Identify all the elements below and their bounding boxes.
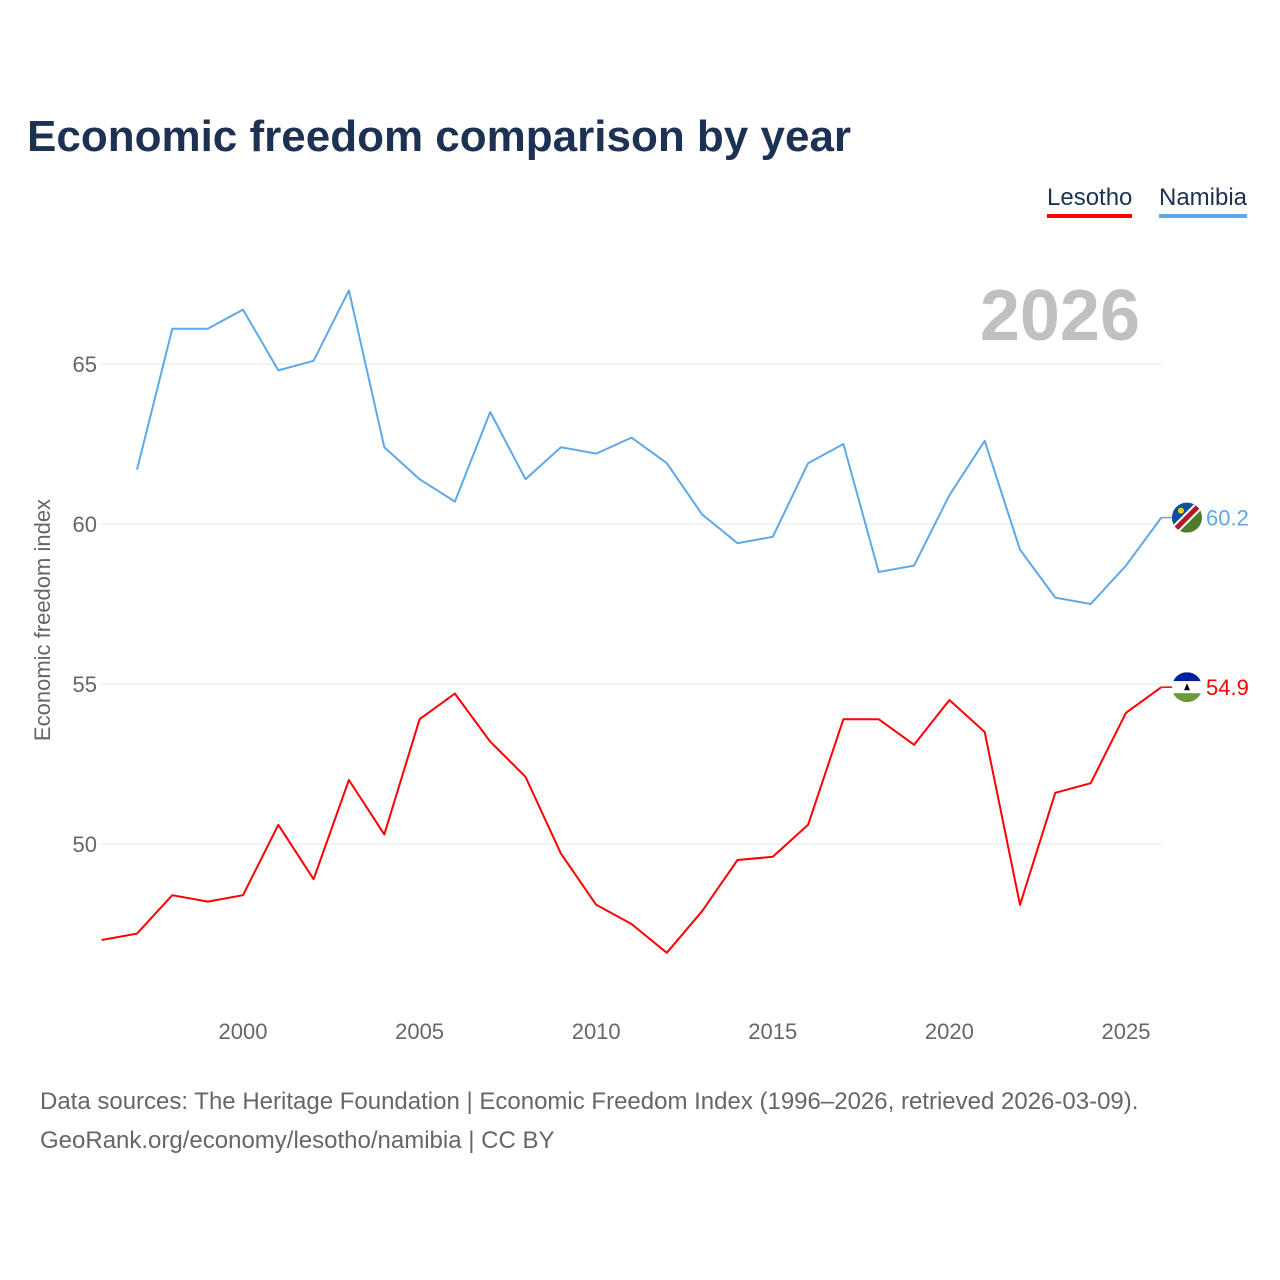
data-source-note: Data sources: The Heritage Foundation | … xyxy=(40,1088,1139,1115)
x-tick-label: 2010 xyxy=(572,1019,621,1044)
series-line-namibia xyxy=(136,289,1163,605)
y-tick-label: 65 xyxy=(73,352,97,377)
y-tick-label: 50 xyxy=(73,832,97,857)
end-value-label-lesotho: 54.9 xyxy=(1206,675,1249,700)
namibia-flag-icon xyxy=(1172,502,1202,533)
y-tick-label: 55 xyxy=(73,672,97,697)
y-tick-label: 60 xyxy=(73,512,97,537)
year-watermark: 2026 xyxy=(980,276,1140,356)
chart-title: Economic freedom comparison by year xyxy=(27,112,852,161)
x-tick-label: 2020 xyxy=(925,1019,974,1044)
legend-namibia[interactable]: Namibia xyxy=(1159,184,1248,218)
x-tick-label: 2000 xyxy=(219,1019,268,1044)
source-link[interactable]: GeoRank.org/economy/lesotho/namibia | CC… xyxy=(40,1127,555,1154)
x-tick-label: 2015 xyxy=(748,1019,797,1044)
series-line-lesotho xyxy=(101,686,1162,954)
legend-lesotho[interactable]: Lesotho xyxy=(1047,184,1133,218)
x-tick-label: 2005 xyxy=(395,1019,444,1044)
x-tick-label: 2025 xyxy=(1102,1019,1151,1044)
y-axis-label: Economic freedom index xyxy=(30,499,55,741)
lesotho-flag-icon xyxy=(1172,672,1202,703)
end-value-label-namibia: 60.2 xyxy=(1206,506,1249,531)
